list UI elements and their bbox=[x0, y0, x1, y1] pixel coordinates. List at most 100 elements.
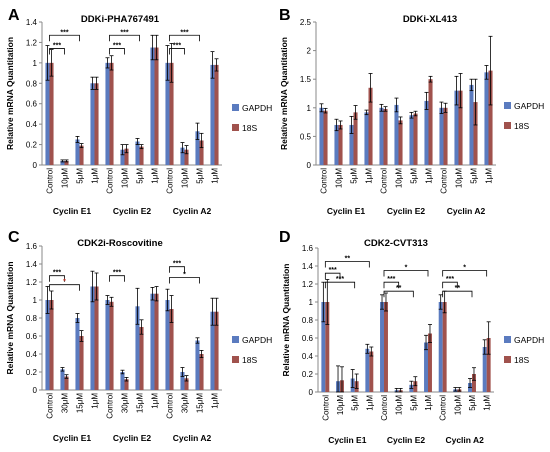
significance-label: ** bbox=[455, 285, 461, 292]
significance-bracket bbox=[169, 277, 200, 284]
y-tick-label: 0 bbox=[33, 161, 38, 170]
bar-18s bbox=[214, 64, 219, 165]
bar-18s bbox=[199, 354, 204, 390]
significance-label: ** bbox=[345, 256, 351, 263]
y-tick-label: 0 bbox=[33, 386, 38, 395]
chart-panel-c: C CDK2i-Roscovitine Relative mRNA Quantita… bbox=[5, 229, 272, 443]
bar-18s bbox=[94, 83, 99, 165]
bar-18s bbox=[184, 149, 189, 165]
x-tick-label: 10μM bbox=[455, 168, 464, 189]
y-tick-label: 1 bbox=[309, 298, 314, 307]
panel-letter: A bbox=[8, 7, 20, 24]
bar-gapdh bbox=[150, 293, 155, 390]
bar-18s bbox=[139, 146, 144, 165]
x-tick-label: Control bbox=[166, 393, 175, 419]
bar-18s bbox=[169, 309, 174, 390]
legend-label: GAPDH bbox=[514, 101, 544, 111]
bar-18s bbox=[383, 108, 388, 165]
bar-gapdh bbox=[90, 286, 95, 390]
bar-18s bbox=[124, 148, 129, 165]
group-label: Cyclin E1 bbox=[327, 206, 366, 216]
x-tick-label: Control bbox=[46, 393, 55, 419]
x-tick-label: 1μM bbox=[211, 393, 220, 409]
bar-18s bbox=[214, 311, 219, 390]
x-tick-label: 15μM bbox=[136, 393, 145, 414]
y-tick-label: 0 bbox=[307, 161, 312, 170]
significance-label: *** bbox=[120, 29, 128, 36]
bar-18s bbox=[473, 102, 478, 165]
bar-18s bbox=[413, 113, 418, 165]
legend-label: 18S bbox=[242, 355, 257, 365]
significance-bracket bbox=[383, 290, 414, 298]
bar-gapdh bbox=[319, 107, 324, 165]
x-tick-label: 10μM bbox=[121, 168, 130, 189]
x-tick-label: 10μM bbox=[395, 395, 404, 416]
x-tick-label: Control bbox=[439, 395, 448, 421]
bar-gapdh bbox=[195, 340, 200, 390]
bar-gapdh bbox=[365, 348, 370, 392]
bar-18s bbox=[139, 327, 144, 390]
x-tick-label: 10μM bbox=[61, 168, 70, 189]
x-tick-label: 5μM bbox=[136, 168, 145, 184]
x-tick-label: Control bbox=[46, 168, 55, 194]
x-tick-label: 1μM bbox=[211, 168, 220, 184]
y-axis-label: Relative mRNA Quantitation bbox=[281, 263, 291, 376]
x-tick-label: 15μM bbox=[196, 393, 205, 414]
bar-gapdh bbox=[135, 306, 140, 390]
x-tick-label: Control bbox=[106, 168, 115, 194]
x-tick-label: 5μM bbox=[76, 168, 85, 184]
significance-label: * bbox=[463, 265, 466, 272]
bar-18s bbox=[472, 374, 476, 392]
bar-gapdh bbox=[135, 141, 140, 165]
x-tick-label: 10μM bbox=[181, 168, 190, 189]
bar-gapdh bbox=[60, 369, 65, 390]
group-label: Cyclin E2 bbox=[387, 206, 426, 216]
y-tick-label: 1.4 bbox=[302, 262, 314, 271]
y-tick-label: 1.2 bbox=[26, 38, 38, 47]
bar-18s bbox=[488, 70, 493, 165]
group-label: Cyclin A2 bbox=[445, 435, 484, 445]
x-tick-label: 5μM bbox=[409, 395, 418, 411]
panel-letter: C bbox=[8, 229, 20, 246]
x-tick-label: 5μM bbox=[410, 168, 419, 184]
significance-label: *** bbox=[446, 276, 454, 283]
bar-gapdh bbox=[439, 107, 444, 165]
x-tick-label: 1μM bbox=[424, 395, 433, 411]
x-tick-label: Control bbox=[106, 393, 115, 419]
y-tick-label: 1 bbox=[33, 59, 38, 68]
legend-label: 18S bbox=[514, 355, 529, 365]
significance-label: *** bbox=[53, 43, 61, 50]
bar-gapdh bbox=[484, 72, 489, 165]
x-tick-label: Control bbox=[166, 168, 175, 194]
x-tick-label: 15μM bbox=[76, 393, 85, 414]
bar-18s bbox=[398, 120, 403, 165]
bar-gapdh bbox=[321, 302, 326, 392]
significance-bracket bbox=[324, 272, 341, 280]
legend-swatch bbox=[232, 104, 239, 111]
x-tick-label: 10μM bbox=[336, 395, 345, 416]
y-tick-label: 1.4 bbox=[26, 18, 38, 27]
bar-gapdh bbox=[349, 124, 354, 165]
bar-gapdh bbox=[105, 62, 110, 165]
bar-18s bbox=[353, 112, 358, 165]
significance-bracket bbox=[324, 261, 370, 268]
significance-bracket bbox=[109, 34, 140, 42]
x-tick-label: 1μM bbox=[91, 168, 100, 184]
significance-label: *** bbox=[329, 267, 337, 274]
y-tick-label: 0.5 bbox=[300, 132, 312, 141]
bar-18s bbox=[413, 381, 418, 392]
x-tick-label: 10μM bbox=[453, 395, 462, 416]
significance-label: *** bbox=[113, 43, 121, 50]
bar-18s bbox=[428, 79, 433, 165]
chart-title: CDK2i-Roscovitine bbox=[77, 238, 163, 249]
bar-gapdh bbox=[45, 300, 50, 390]
bar-18s bbox=[323, 110, 328, 165]
legend-label: GAPDH bbox=[514, 335, 544, 345]
y-tick-label: 1 bbox=[307, 104, 312, 113]
bar-gapdh bbox=[380, 302, 384, 392]
x-tick-label: 30μM bbox=[61, 393, 70, 414]
y-tick-label: 0.2 bbox=[26, 141, 38, 150]
bar-gapdh bbox=[454, 90, 459, 165]
significance-bracket bbox=[442, 281, 458, 289]
